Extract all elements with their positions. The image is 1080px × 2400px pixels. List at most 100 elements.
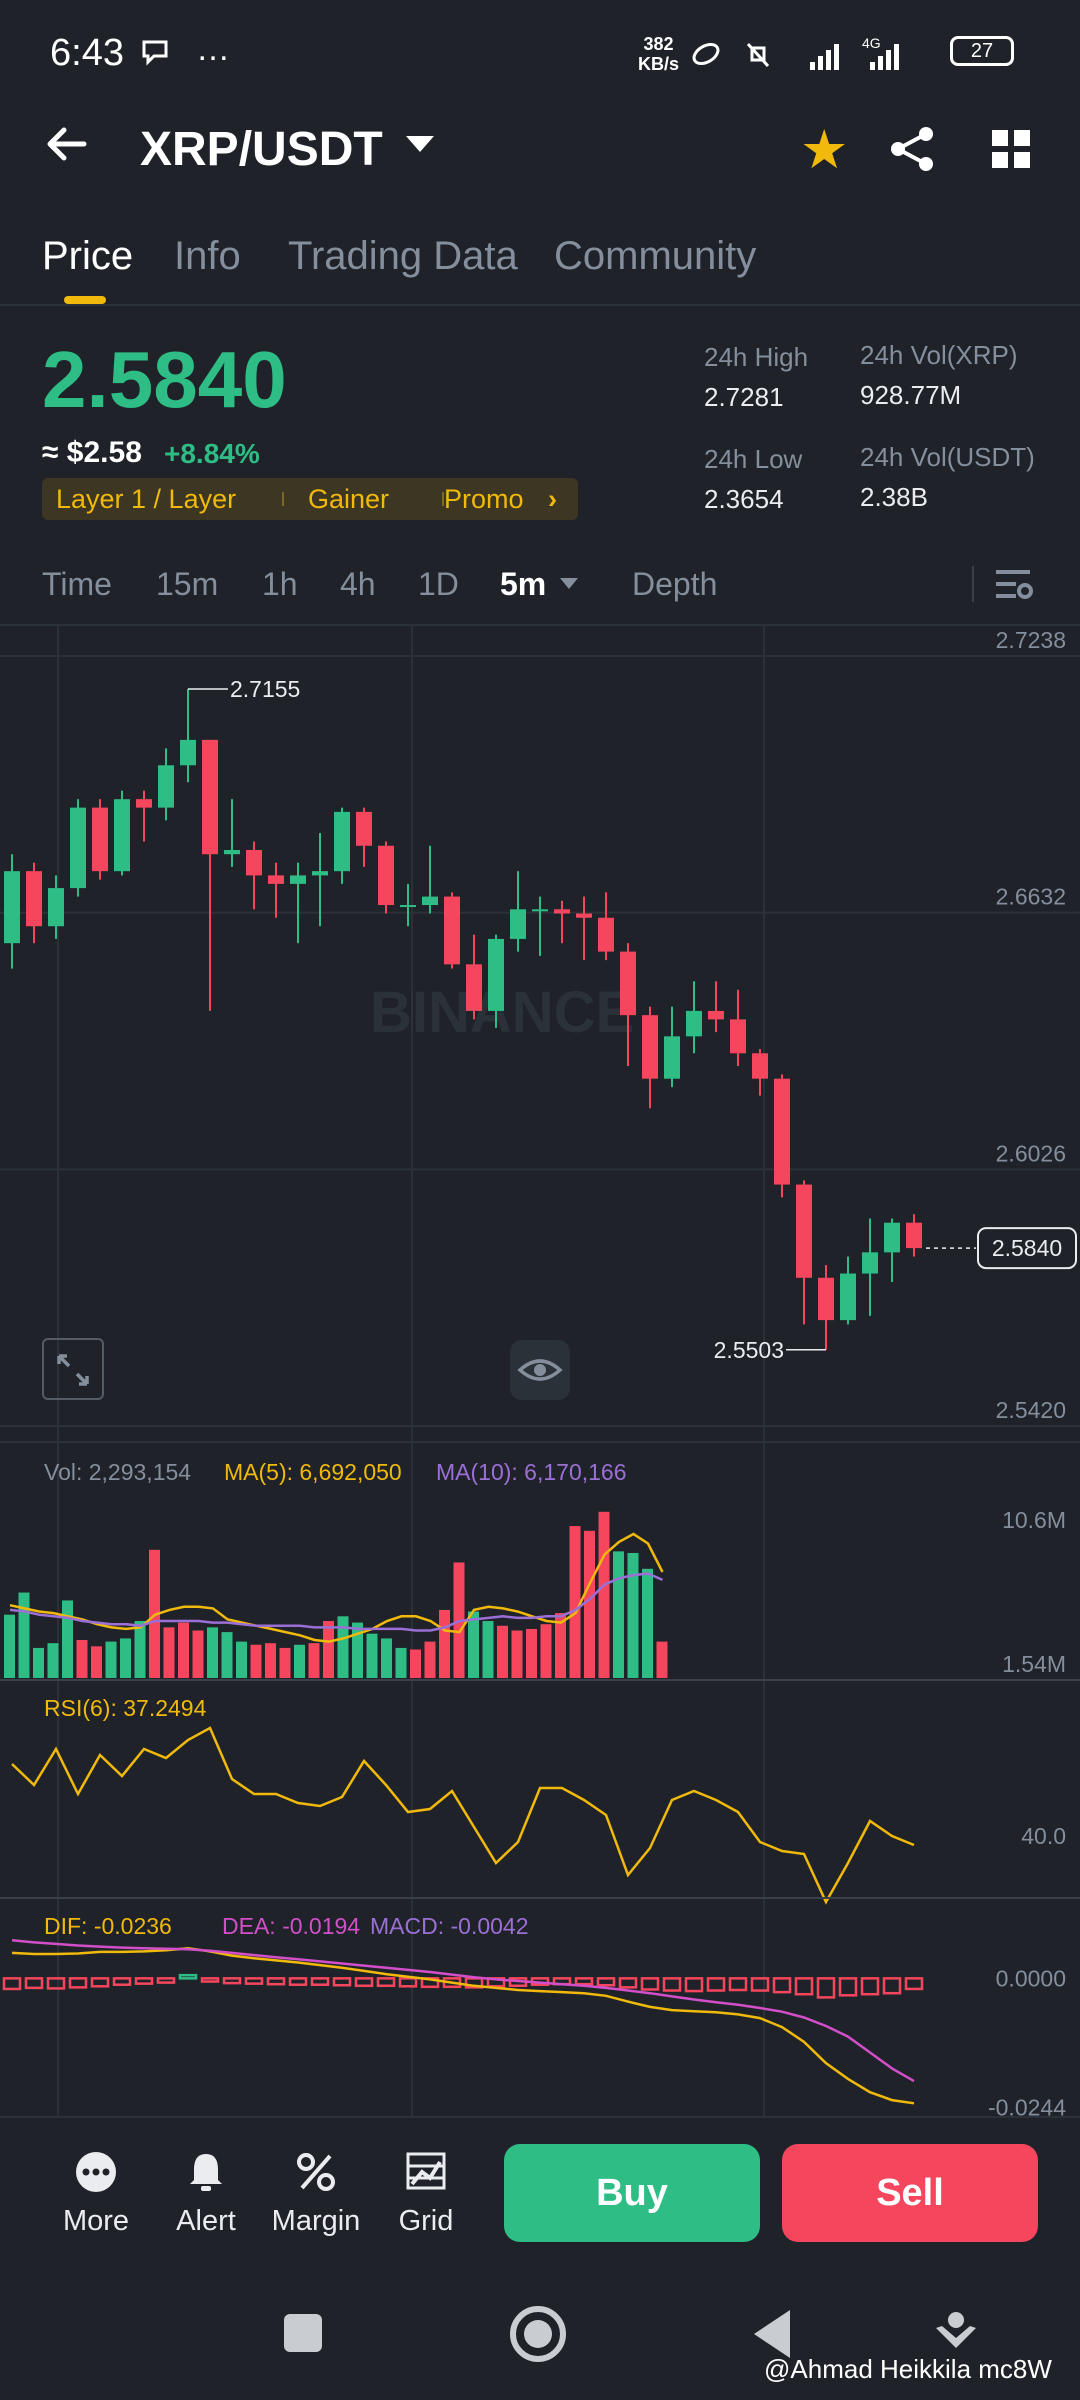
messenger-icon bbox=[142, 40, 168, 66]
percent-icon bbox=[297, 2153, 335, 2191]
volume-bar bbox=[163, 1627, 175, 1678]
interval-4h[interactable]: 4h bbox=[340, 566, 376, 602]
interval-depth[interactable]: Depth bbox=[632, 566, 718, 602]
ma10-label: MA(10): 6,170,166 bbox=[436, 1459, 627, 1485]
rsi-line bbox=[11, 1726, 915, 1905]
link-icon bbox=[692, 43, 720, 65]
current-price-label: 2.5840 bbox=[992, 1235, 1062, 1261]
candle-body bbox=[818, 1277, 834, 1321]
volume-bar bbox=[337, 1616, 349, 1678]
volume-bar bbox=[4, 1614, 15, 1678]
volume-bar bbox=[294, 1644, 305, 1678]
status-more-icon: … bbox=[196, 30, 230, 68]
interval-caret-icon[interactable] bbox=[560, 578, 578, 589]
macd-histogram-bar bbox=[90, 1977, 110, 1988]
volume-bar bbox=[352, 1622, 363, 1678]
share-button[interactable] bbox=[890, 126, 936, 177]
macd-histogram-bar bbox=[398, 1977, 418, 1988]
home-button[interactable] bbox=[510, 2306, 566, 2362]
caret-down-icon[interactable] bbox=[406, 136, 434, 152]
price-change: +8.84% bbox=[164, 438, 260, 469]
signal-4g: 4G bbox=[862, 36, 881, 51]
fullscreen-button[interactable] bbox=[42, 1338, 104, 1400]
assistant-button[interactable] bbox=[932, 2306, 980, 2359]
macd-histogram-bar bbox=[332, 1977, 352, 1987]
sell-button[interactable]: Sell bbox=[782, 2144, 1038, 2242]
chart-settings-button[interactable] bbox=[994, 566, 1034, 607]
candle-body bbox=[202, 739, 218, 855]
price-axis-label: 2.6632 bbox=[996, 884, 1066, 910]
vol-usdt-value: 2.38B bbox=[860, 482, 928, 512]
vol-xrp-value: 928.77M bbox=[860, 380, 962, 410]
vol-usdt-label: 24h Vol(USDT) bbox=[860, 442, 1035, 472]
volume-bar bbox=[120, 1638, 131, 1678]
candle-body bbox=[620, 951, 636, 1016]
usd-price: ≈ $2.58 bbox=[42, 436, 142, 469]
net-speed-value: 382 bbox=[643, 34, 674, 54]
tab-price[interactable]: Price bbox=[42, 234, 134, 278]
tag-layer[interactable]: Layer 1 / Layer bbox=[56, 484, 237, 514]
volume-bar bbox=[482, 1621, 494, 1678]
back-button[interactable] bbox=[44, 122, 88, 178]
volume-bar bbox=[584, 1530, 595, 1678]
grid-menu-button[interactable] bbox=[990, 128, 1032, 175]
volume-bar bbox=[134, 1621, 146, 1678]
macd-histogram-bar bbox=[772, 1977, 792, 1994]
rsi-label: RSI(6): 37.2494 bbox=[44, 1695, 207, 1721]
pair-selector[interactable]: XRP/USDT bbox=[140, 123, 383, 176]
interval-15m[interactable]: 15m bbox=[156, 566, 219, 602]
candle-body bbox=[510, 909, 526, 939]
tag-promo[interactable]: Promo bbox=[444, 484, 524, 514]
tab-trading-data[interactable]: Trading Data bbox=[288, 234, 518, 278]
low-marker-label: 2.5503 bbox=[714, 1337, 784, 1363]
volume-bar bbox=[598, 1511, 610, 1678]
macd-histogram-bar bbox=[288, 1977, 308, 1986]
last-price: 2.5840 bbox=[42, 335, 287, 424]
favorite-star-icon[interactable]: ★ bbox=[800, 120, 849, 180]
volume-bar bbox=[192, 1630, 204, 1678]
macd-histogram-bar bbox=[574, 1977, 594, 1986]
macd-axis-label: 0.0000 bbox=[996, 1965, 1066, 1991]
more-button[interactable]: More bbox=[46, 2150, 146, 2238]
volume-bar bbox=[62, 1600, 73, 1678]
candle-body bbox=[180, 739, 196, 766]
margin-button[interactable]: Margin bbox=[266, 2150, 366, 2238]
macd-histogram-bar bbox=[2, 1977, 22, 1991]
macd-histogram-bar bbox=[46, 1977, 66, 1990]
macd-histogram-bar bbox=[816, 1977, 836, 1999]
macd-histogram-bar bbox=[706, 1977, 726, 1992]
tab-community[interactable]: Community bbox=[554, 234, 757, 278]
candle-body bbox=[774, 1078, 790, 1185]
volume-bar bbox=[366, 1633, 378, 1678]
back-nav-button[interactable] bbox=[754, 2310, 790, 2358]
volume-bar bbox=[642, 1568, 653, 1678]
candle-body bbox=[378, 845, 394, 906]
volume-bar bbox=[613, 1551, 624, 1678]
grid-bot-icon bbox=[406, 2152, 446, 2190]
buy-button[interactable]: Buy bbox=[504, 2144, 760, 2242]
grid-button[interactable]: Grid bbox=[376, 2150, 476, 2238]
interval-1d[interactable]: 1D bbox=[418, 566, 459, 602]
volume-bar bbox=[468, 1611, 479, 1678]
alert-button[interactable]: Alert bbox=[156, 2150, 256, 2238]
mute-icon bbox=[746, 42, 770, 68]
candle-body bbox=[444, 896, 460, 965]
interval-time[interactable]: Time bbox=[42, 566, 112, 602]
price-axis: 2.7238 2.6632 2.6026 2.5420 bbox=[996, 627, 1066, 1423]
download-assistant-icon bbox=[936, 2312, 976, 2348]
interval-5m[interactable]: 5m bbox=[500, 566, 547, 602]
high-marker-label: 2.7155 bbox=[230, 676, 300, 702]
candle-body bbox=[356, 811, 372, 846]
candle-body bbox=[70, 807, 86, 889]
tag-gainer[interactable]: Gainer bbox=[308, 484, 390, 514]
macd-histogram-bar bbox=[24, 1977, 44, 1990]
toggle-visibility-button[interactable] bbox=[510, 1340, 570, 1400]
interval-1h[interactable]: 1h bbox=[262, 566, 298, 602]
tag-bar[interactable]: Layer 1 / Layer Gainer Promo › bbox=[42, 478, 578, 520]
rsi-axis-label: 40.0 bbox=[1021, 1823, 1066, 1849]
net-speed-unit: KB/s bbox=[638, 54, 680, 74]
macd-histogram-bar bbox=[112, 1977, 132, 1986]
tab-info[interactable]: Info bbox=[174, 234, 241, 278]
recents-button[interactable] bbox=[284, 2314, 322, 2352]
